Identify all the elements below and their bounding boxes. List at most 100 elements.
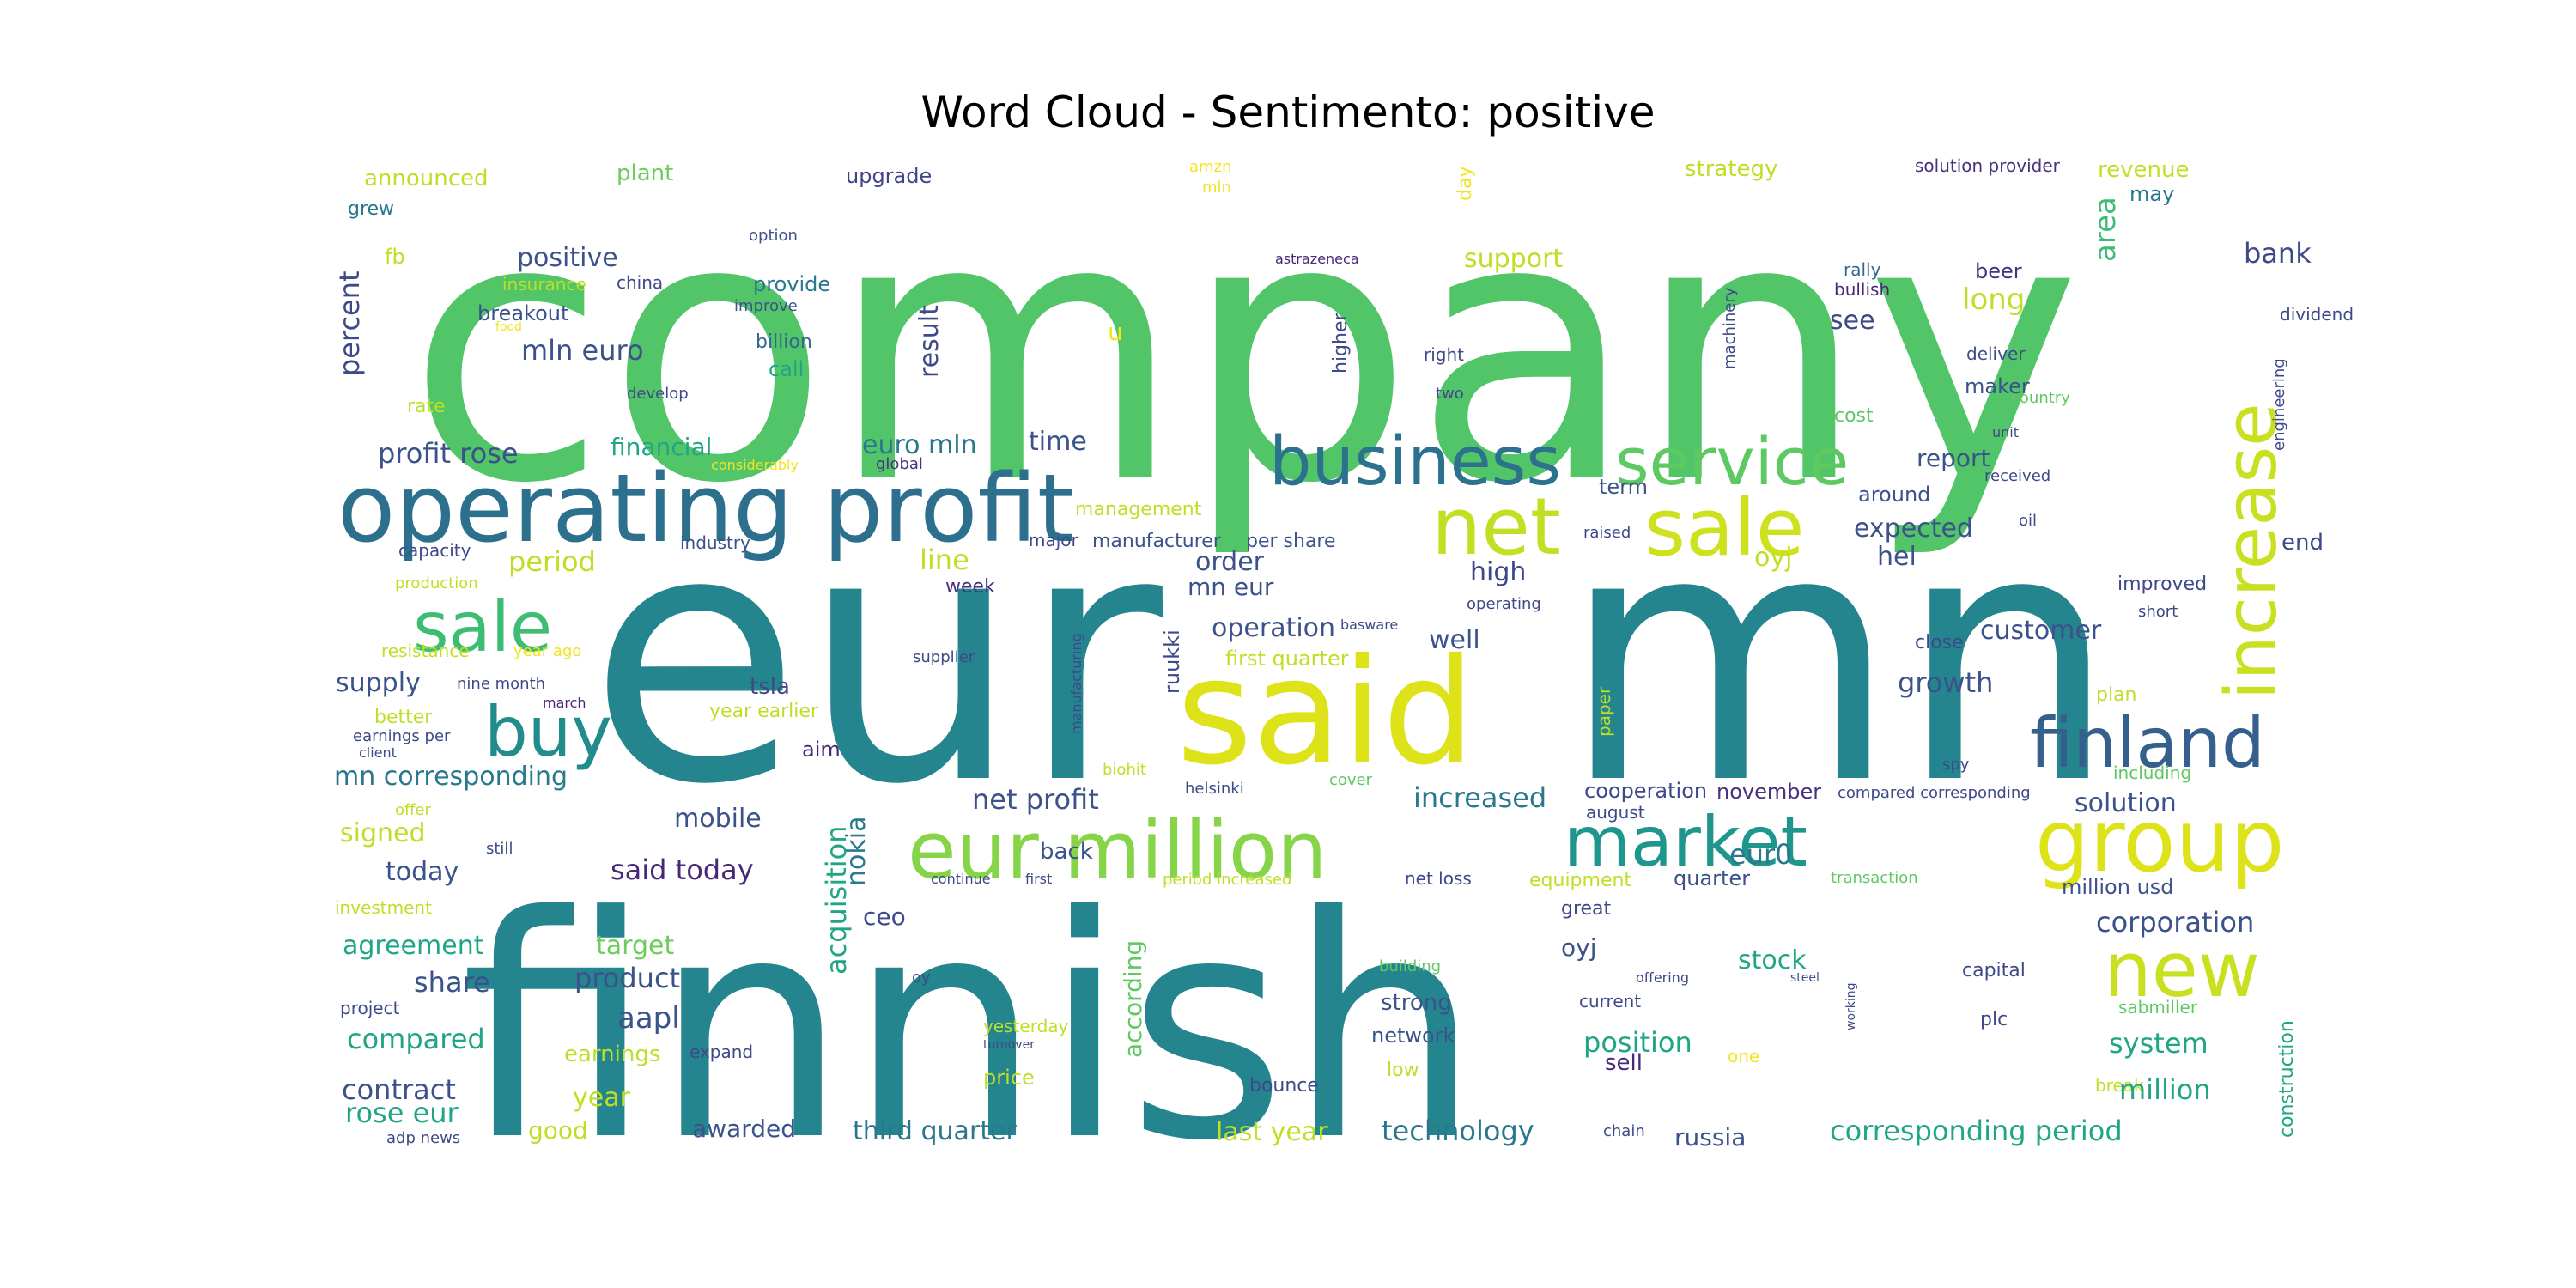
word-close: close <box>1915 632 1964 653</box>
chart-title: Word Cloud - Sentimento: positive <box>920 88 1656 137</box>
word-short: short <box>2138 603 2178 621</box>
word-plan: plan <box>2096 684 2137 706</box>
word-august: august <box>1586 802 1645 823</box>
word-strong: strong <box>1381 990 1452 1016</box>
word-astrazeneca: astrazeneca <box>1275 251 1359 267</box>
word-chain: chain <box>1603 1122 1645 1140</box>
word-result: result <box>914 305 945 378</box>
word-solution: solution <box>2075 788 2177 818</box>
word-mln-euro: mln euro <box>521 334 644 367</box>
word-paper: paper <box>1594 686 1614 737</box>
word-million-usd: million usd <box>2062 875 2174 899</box>
word-report: report <box>1917 444 1990 472</box>
word-rose-eur: rose eur <box>345 1097 459 1129</box>
word-acquisition: acquisition <box>820 825 853 975</box>
word-today: today <box>386 857 459 887</box>
word-new: new <box>2104 926 2260 1014</box>
word-price: price <box>983 1066 1035 1090</box>
word-year-ago: year ago <box>513 642 581 660</box>
word-last-year: last year <box>1216 1117 1328 1147</box>
word-position: position <box>1583 1026 1692 1059</box>
word-expected: expected <box>1854 513 1973 544</box>
word-unit: unit <box>1992 424 2019 440</box>
word-eur: eur <box>588 458 1166 860</box>
word-year: year <box>573 1083 631 1113</box>
word-bullish: bullish <box>1834 279 1890 300</box>
word-china: china <box>617 272 663 293</box>
word-term: term <box>1599 475 1648 499</box>
word-positive: positive <box>517 243 618 273</box>
word-earnings-per: earnings per <box>353 727 451 745</box>
word-better: better <box>374 707 433 728</box>
word-mn-eur: mn eur <box>1188 573 1274 601</box>
word-long: long <box>1962 283 2025 317</box>
word-third-quarter: third quarter <box>853 1116 1017 1146</box>
word-management: management <box>1075 499 1202 520</box>
word-considerably: considerably <box>711 457 799 473</box>
word-two: two <box>1436 385 1464 403</box>
word-project: project <box>340 998 400 1018</box>
word-engineering: engineering <box>2270 358 2288 451</box>
word-manufacturing: manufacturing <box>1068 633 1084 734</box>
word-tsla: tsla <box>750 674 790 700</box>
word-aim: aim <box>802 738 841 762</box>
word-u: u <box>1108 318 1123 346</box>
word-target: target <box>596 931 674 961</box>
word-oil: oil <box>2019 512 2037 530</box>
word-sale: sale <box>413 587 552 667</box>
word-stock: stock <box>1738 945 1807 975</box>
word-equipment: equipment <box>1529 870 1631 891</box>
word-november: november <box>1716 780 1821 804</box>
word-production: production <box>395 574 478 592</box>
word-ruukki: ruukki <box>1160 629 1184 694</box>
word-corporation: corporation <box>2096 906 2254 939</box>
word-plc: plc <box>1980 1009 2008 1030</box>
word-line: line <box>920 544 969 576</box>
word-eur0: eur0 <box>1729 838 1792 871</box>
word-company: company <box>407 139 2081 562</box>
word-march: march <box>543 695 586 711</box>
word-finnish: finnish <box>460 852 1481 1208</box>
word-supplier: supplier <box>913 648 975 666</box>
word-mn-corresponding: mn corresponding <box>334 762 568 792</box>
word-system: system <box>2109 1027 2208 1060</box>
word-grew: grew <box>348 198 394 220</box>
word-support: support <box>1464 244 1563 274</box>
word-see: see <box>1830 306 1875 336</box>
word-compared-corresponding: compared corresponding <box>1838 784 2031 802</box>
word-maker: maker <box>1965 374 2030 398</box>
word-breakout: breakout <box>477 301 568 325</box>
word-euro-mln: euro mln <box>862 430 977 460</box>
word-area: area <box>2088 197 2123 262</box>
word-capacity: capacity <box>398 540 471 561</box>
word-amzn: amzn <box>1189 158 1231 176</box>
word-russia: russia <box>1674 1123 1746 1151</box>
word-plant: plant <box>617 161 673 186</box>
word-growth: growth <box>1898 666 1993 699</box>
word-capital: capital <box>1962 960 2026 981</box>
word-awarded: awarded <box>692 1115 796 1143</box>
word-share: share <box>414 966 490 999</box>
word-offer: offer <box>395 801 431 819</box>
word-spy: spy <box>1942 756 1970 774</box>
word-machinery: machinery <box>1721 287 1739 369</box>
word-mobile: mobile <box>674 804 762 834</box>
word-increased: increased <box>1413 781 1546 814</box>
word-transaction: transaction <box>1831 869 1918 887</box>
word-rate: rate <box>407 396 446 417</box>
word-client: client <box>359 744 397 761</box>
word-net-loss: net loss <box>1405 868 1472 889</box>
word-helsinki: helsinki <box>1185 780 1244 798</box>
word-earnings: earnings <box>564 1042 660 1067</box>
word-current: current <box>1579 991 1641 1012</box>
word-buy: buy <box>484 692 612 772</box>
word-per-share: per share <box>1246 531 1336 552</box>
word-hel: hel <box>1877 542 1917 572</box>
word-solution-provider: solution provider <box>1915 155 2061 176</box>
word-fb: fb <box>385 245 405 269</box>
word-major: major <box>1029 530 1079 550</box>
word-revenue: revenue <box>2098 157 2189 183</box>
word-time: time <box>1029 427 1087 457</box>
word-option: option <box>749 227 798 245</box>
